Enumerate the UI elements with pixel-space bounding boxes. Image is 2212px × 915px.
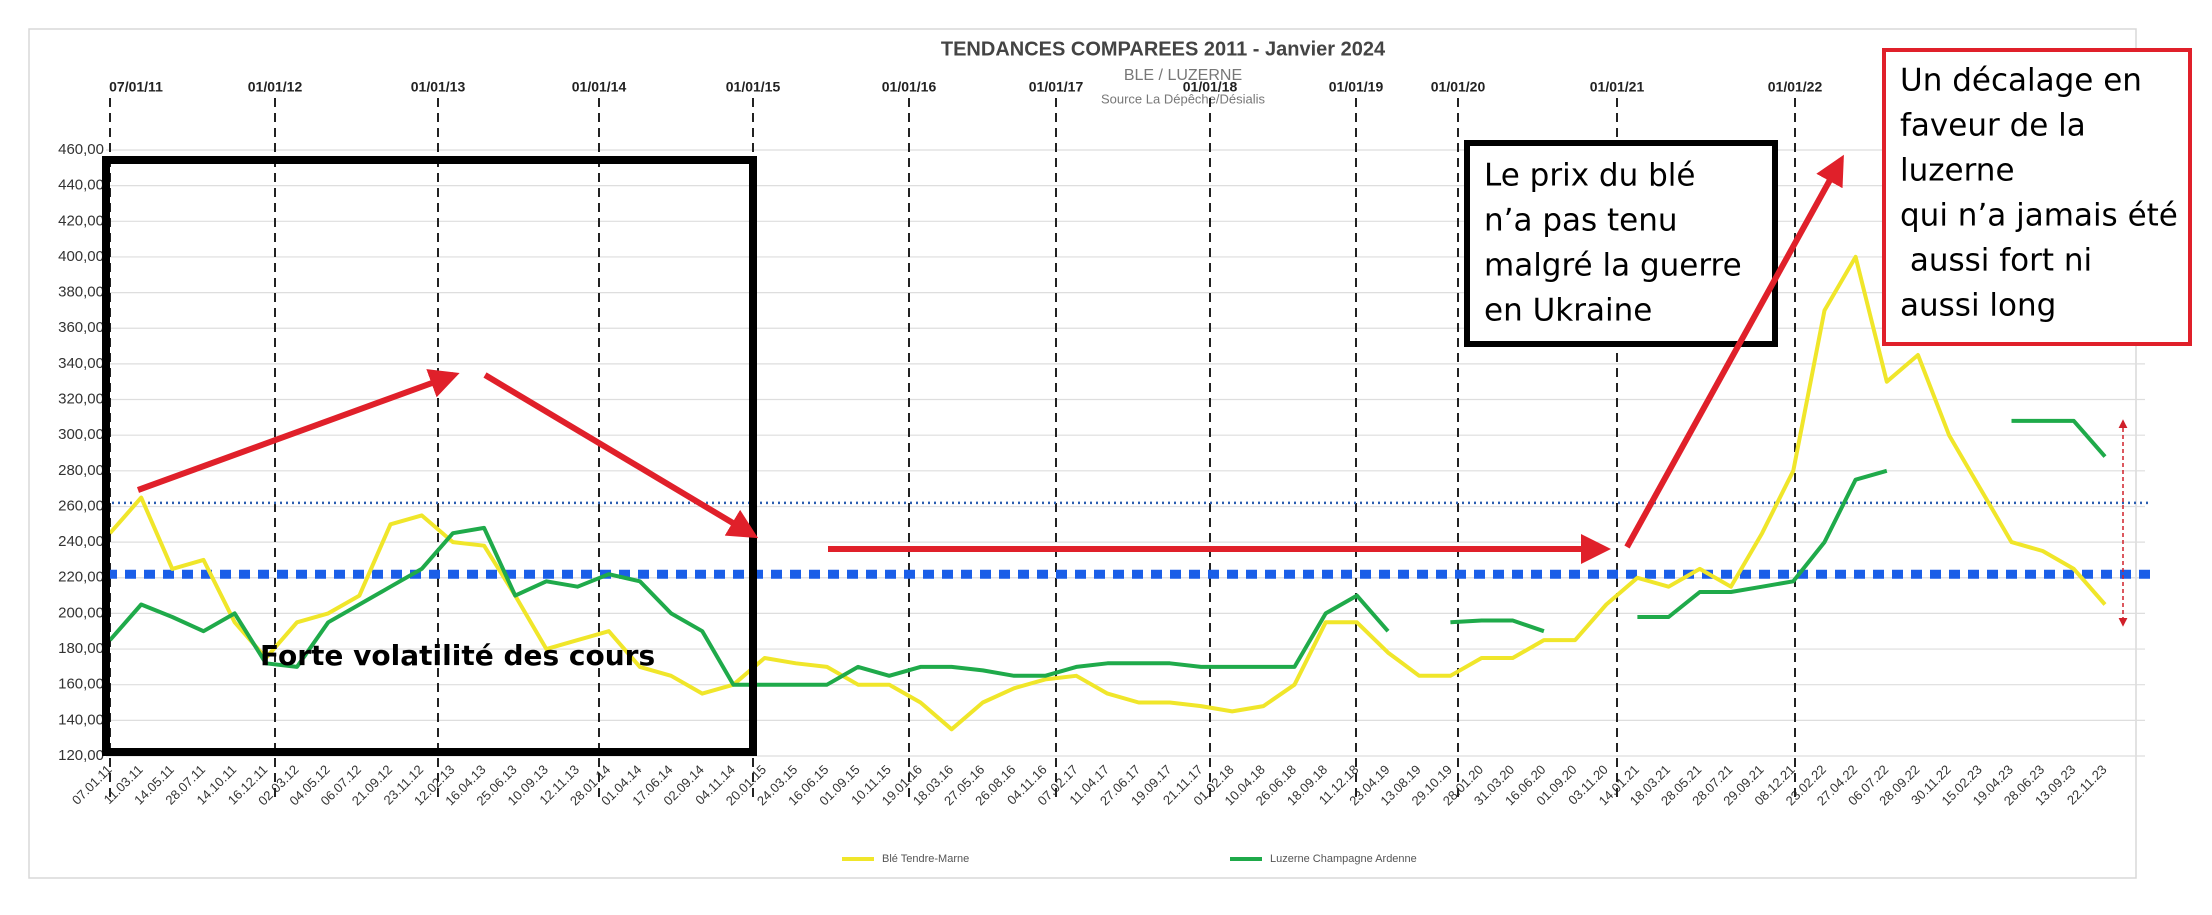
- y-tick-label: 320,00: [58, 390, 104, 407]
- year-marker-label: 01/01/13: [411, 79, 466, 95]
- y-tick-label: 460,00: [58, 141, 104, 158]
- y-tick-label: 220,00: [58, 569, 104, 586]
- wheat-box-line: en Ukraine: [1484, 293, 1652, 329]
- alfalfa-box-line: luzerne: [1900, 153, 2015, 189]
- series-line: [108, 254, 2107, 732]
- y-tick-label: 360,00: [58, 319, 104, 336]
- year-marker-label: 01/01/15: [726, 79, 781, 95]
- arrow: [136, 369, 460, 493]
- y-tick-label: 340,00: [58, 355, 104, 372]
- chart-subtitle: BLE / LUZERNE: [1124, 67, 1242, 84]
- y-tick-label: 180,00: [58, 640, 104, 657]
- year-marker-label: 01/01/21: [1590, 79, 1645, 95]
- year-marker-label: 01/01/22: [1768, 79, 1823, 95]
- y-tick-label: 120,00: [58, 747, 104, 764]
- alfalfa-box-line: qui n’a jamais été: [1900, 198, 2178, 234]
- year-marker-label: 01/01/19: [1329, 79, 1384, 95]
- alfalfa-box-line: aussi long: [1900, 288, 2056, 324]
- alfalfa-box-line: aussi fort ni: [1900, 243, 2092, 279]
- y-tick-label: 420,00: [58, 212, 104, 229]
- y-tick-label: 200,00: [58, 604, 104, 621]
- year-marker-label: 01/01/14: [572, 79, 627, 95]
- arrow: [1624, 154, 1844, 549]
- wheat-box: [1464, 140, 1778, 347]
- y-tick-label: 400,00: [58, 248, 104, 265]
- legend-label: Luzerne Champagne Ardenne: [1270, 853, 1417, 865]
- legend-label: Blé Tendre-Marne: [882, 853, 969, 865]
- year-marker-label: 01/01/16: [882, 79, 937, 95]
- year-marker-label: 01/01/17: [1029, 79, 1084, 95]
- y-tick-label: 160,00: [58, 676, 104, 693]
- year-marker-label: 01/01/20: [1431, 79, 1486, 95]
- year-marker-label: 01/01/12: [248, 79, 303, 95]
- chart-frame: [28, 28, 2137, 879]
- volatility-note: Forte volatilité des cours: [260, 639, 655, 672]
- y-tick-label: 440,00: [58, 177, 104, 194]
- alfalfa-box-line: Un décalage en: [1900, 63, 2142, 99]
- year-marker-label: 07/01/11: [109, 79, 163, 95]
- alfalfa-box-line: faveur de la: [1900, 108, 2086, 144]
- highlight-box: [102, 156, 757, 756]
- wheat-box-line: n’a pas tenu: [1484, 203, 1678, 239]
- arrow: [483, 372, 759, 539]
- alfalfa-box: [1882, 48, 2192, 346]
- y-tick-label: 140,00: [58, 711, 104, 728]
- y-tick-label: 300,00: [58, 426, 104, 443]
- y-tick-label: 260,00: [58, 497, 104, 514]
- y-tick-label: 380,00: [58, 284, 104, 301]
- year-marker-label: 01/01/18: [1183, 79, 1238, 95]
- chart-title: TENDANCES COMPAREES 2011 - Janvier 2024: [941, 38, 1386, 60]
- wheat-box-line: malgré la guerre: [1484, 248, 1742, 284]
- chart-source: Source La Dépêche/Désialis: [1101, 91, 1266, 106]
- y-tick-label: 280,00: [58, 462, 104, 479]
- y-tick-label: 240,00: [58, 533, 104, 550]
- wheat-box-line: Le prix du blé: [1484, 158, 1695, 194]
